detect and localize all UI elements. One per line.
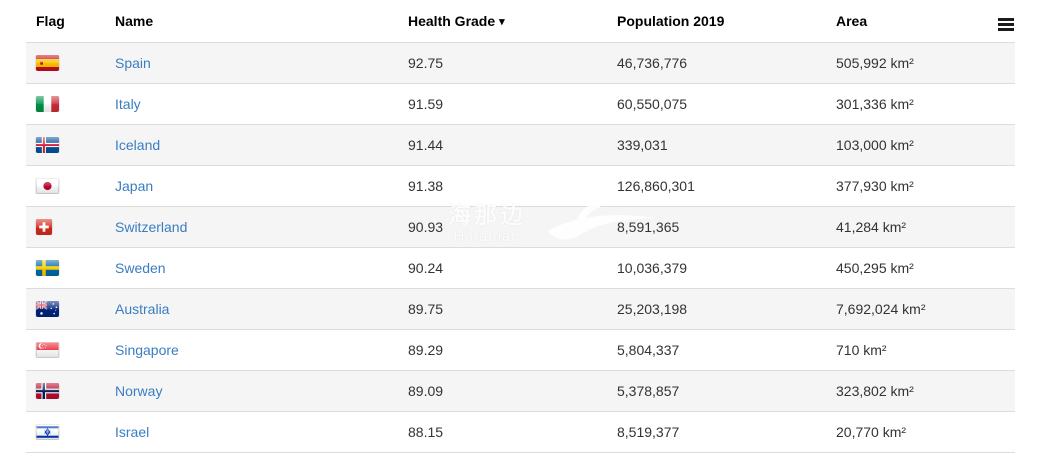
table-row-spain: Spain 92.75 46,736,776 505,992 km²: [26, 43, 1015, 84]
health-grade-value: 88.15: [408, 424, 444, 440]
area-value: 710 km²: [836, 342, 887, 358]
australia-flag-icon: [36, 301, 59, 317]
health-grade-value: 92.75: [408, 55, 444, 71]
health-grade-value: 90.93: [408, 219, 444, 235]
menu-bar: [998, 28, 1014, 31]
population-value: 25,203,198: [617, 301, 688, 317]
country-link-singapore[interactable]: Singapore: [115, 342, 179, 358]
israel-flag-icon: [36, 424, 59, 440]
health-grade-value: 89.29: [408, 342, 444, 358]
area-value: 7,692,024 km²: [836, 301, 926, 317]
area-value: 41,284 km²: [836, 219, 907, 235]
flag-cell: [26, 301, 115, 317]
name-cell: Norway: [115, 383, 408, 399]
area-value: 20,770 km²: [836, 424, 907, 440]
flag-cell: [26, 383, 115, 399]
area-value: 323,802 km²: [836, 383, 914, 399]
population-value: 10,036,379: [617, 260, 688, 276]
name-cell: Israel: [115, 424, 408, 440]
table-row-italy: Italy 91.59 60,550,075 301,336 km²: [26, 84, 1015, 125]
table-body: Spain 92.75 46,736,776 505,992 km² Italy…: [26, 43, 1015, 453]
population-value: 126,860,301: [617, 178, 695, 194]
table-row-israel: Israel 88.15 8,519,377 20,770 km²: [26, 412, 1015, 453]
flag-cell: [26, 55, 115, 71]
health-grade-value: 91.38: [408, 178, 444, 194]
table-row-sweden: Sweden 90.24 10,036,379 450,295 km²: [26, 248, 1015, 289]
country-link-norway[interactable]: Norway: [115, 383, 163, 399]
column-header-health-grade-label: Health Grade: [408, 13, 496, 29]
italy-flag-icon: [36, 96, 59, 112]
population-value: 339,031: [617, 137, 668, 153]
countries-table: Flag Name Health Grade ▾ Population 2019 …: [26, 0, 1015, 453]
country-link-australia[interactable]: Australia: [115, 301, 170, 317]
country-link-iceland[interactable]: Iceland: [115, 137, 161, 153]
flag-cell: [26, 260, 115, 276]
name-cell: Singapore: [115, 342, 408, 358]
sort-desc-icon: ▾: [499, 16, 505, 28]
area-value: 377,930 km²: [836, 178, 914, 194]
name-cell: Iceland: [115, 137, 408, 153]
health-grade-value: 90.24: [408, 260, 444, 276]
column-header-population[interactable]: Population 2019: [617, 13, 725, 29]
country-link-switzerland[interactable]: Switzerland: [115, 219, 188, 235]
health-grade-value: 89.09: [408, 383, 444, 399]
country-link-japan[interactable]: Japan: [115, 178, 154, 194]
table-row-switzerland: Switzerland 90.93 8,591,365 41,284 km²: [26, 207, 1015, 248]
flag-cell: [26, 424, 115, 440]
population-value: 5,378,857: [617, 383, 680, 399]
menu-bar: [998, 18, 1014, 21]
population-value: 5,804,337: [617, 342, 680, 358]
area-value: 301,336 km²: [836, 96, 914, 112]
column-header-health-grade[interactable]: Health Grade ▾: [408, 13, 617, 29]
population-value: 60,550,075: [617, 96, 688, 112]
area-value: 103,000 km²: [836, 137, 914, 153]
name-cell: Italy: [115, 96, 408, 112]
table-header-row: Flag Name Health Grade ▾ Population 2019 …: [26, 0, 1015, 43]
country-link-italy[interactable]: Italy: [115, 96, 141, 112]
flag-cell: [26, 96, 115, 112]
column-header-flag[interactable]: Flag: [36, 13, 65, 29]
health-grade-value: 91.44: [408, 137, 444, 153]
name-cell: Sweden: [115, 260, 408, 276]
flag-cell: [26, 219, 115, 235]
name-cell: Switzerland: [115, 219, 408, 235]
spain-flag-icon: [36, 55, 59, 71]
name-cell: Spain: [115, 55, 408, 71]
country-link-israel[interactable]: Israel: [115, 424, 150, 440]
flag-cell: [26, 137, 115, 153]
switzerland-flag-icon: [36, 219, 52, 235]
name-cell: Australia: [115, 301, 408, 317]
sweden-flag-icon: [36, 260, 59, 276]
population-value: 46,736,776: [617, 55, 688, 71]
iceland-flag-icon: [36, 137, 59, 153]
japan-flag-icon: [36, 178, 59, 194]
area-value: 505,992 km²: [836, 55, 914, 71]
flag-cell: [26, 342, 115, 358]
table-menu-icon[interactable]: [998, 18, 1014, 31]
column-header-area[interactable]: Area: [836, 13, 868, 29]
table-row-australia: Australia 89.75 25,203,198 7,692,024 km²: [26, 289, 1015, 330]
flag-cell: [26, 178, 115, 194]
table-row-singapore: Singapore 89.29 5,804,337 710 km²: [26, 330, 1015, 371]
area-value: 450,295 km²: [836, 260, 914, 276]
singapore-flag-icon: [36, 342, 59, 358]
population-value: 8,591,365: [617, 219, 680, 235]
table-row-japan: Japan 91.38 126,860,301 377,930 km²: [26, 166, 1015, 207]
country-link-sweden[interactable]: Sweden: [115, 260, 166, 276]
table-row-norway: Norway 89.09 5,378,857 323,802 km²: [26, 371, 1015, 412]
name-cell: Japan: [115, 178, 408, 194]
population-value: 8,519,377: [617, 424, 680, 440]
country-link-spain[interactable]: Spain: [115, 55, 151, 71]
health-grade-value: 91.59: [408, 96, 444, 112]
table-row-iceland: Iceland 91.44 339,031 103,000 km²: [26, 125, 1015, 166]
column-header-name[interactable]: Name: [115, 13, 154, 29]
health-grade-value: 89.75: [408, 301, 444, 317]
menu-bar: [998, 23, 1014, 26]
norway-flag-icon: [36, 383, 59, 399]
